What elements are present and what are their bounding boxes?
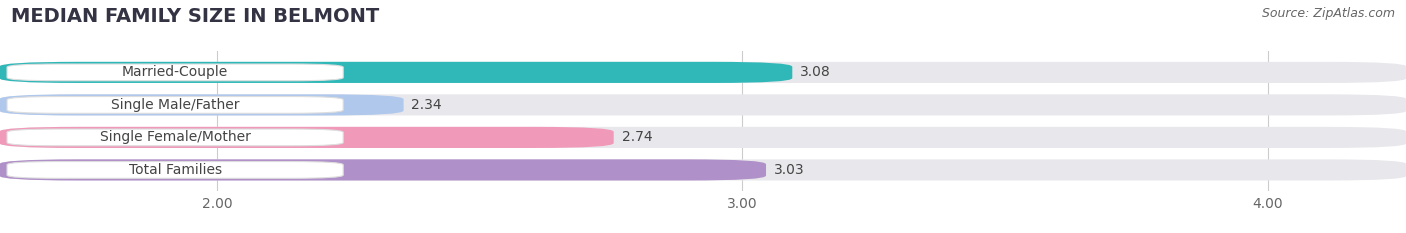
Text: 2.34: 2.34 (412, 98, 441, 112)
FancyBboxPatch shape (7, 129, 343, 146)
FancyBboxPatch shape (7, 161, 343, 178)
FancyBboxPatch shape (0, 127, 613, 148)
Text: MEDIAN FAMILY SIZE IN BELMONT: MEDIAN FAMILY SIZE IN BELMONT (11, 7, 380, 26)
FancyBboxPatch shape (7, 96, 343, 113)
Text: 2.74: 2.74 (621, 130, 652, 144)
FancyBboxPatch shape (7, 64, 343, 81)
FancyBboxPatch shape (0, 62, 793, 83)
Text: Married-Couple: Married-Couple (122, 65, 228, 79)
Text: 3.03: 3.03 (773, 163, 804, 177)
Text: 3.08: 3.08 (800, 65, 831, 79)
Text: Total Families: Total Families (128, 163, 222, 177)
Text: Single Female/Mother: Single Female/Mother (100, 130, 250, 144)
FancyBboxPatch shape (0, 159, 766, 181)
FancyBboxPatch shape (0, 94, 1406, 116)
FancyBboxPatch shape (0, 62, 1406, 83)
Text: Source: ZipAtlas.com: Source: ZipAtlas.com (1261, 7, 1395, 20)
FancyBboxPatch shape (0, 159, 1406, 181)
FancyBboxPatch shape (0, 94, 404, 116)
Text: Single Male/Father: Single Male/Father (111, 98, 239, 112)
FancyBboxPatch shape (0, 127, 1406, 148)
